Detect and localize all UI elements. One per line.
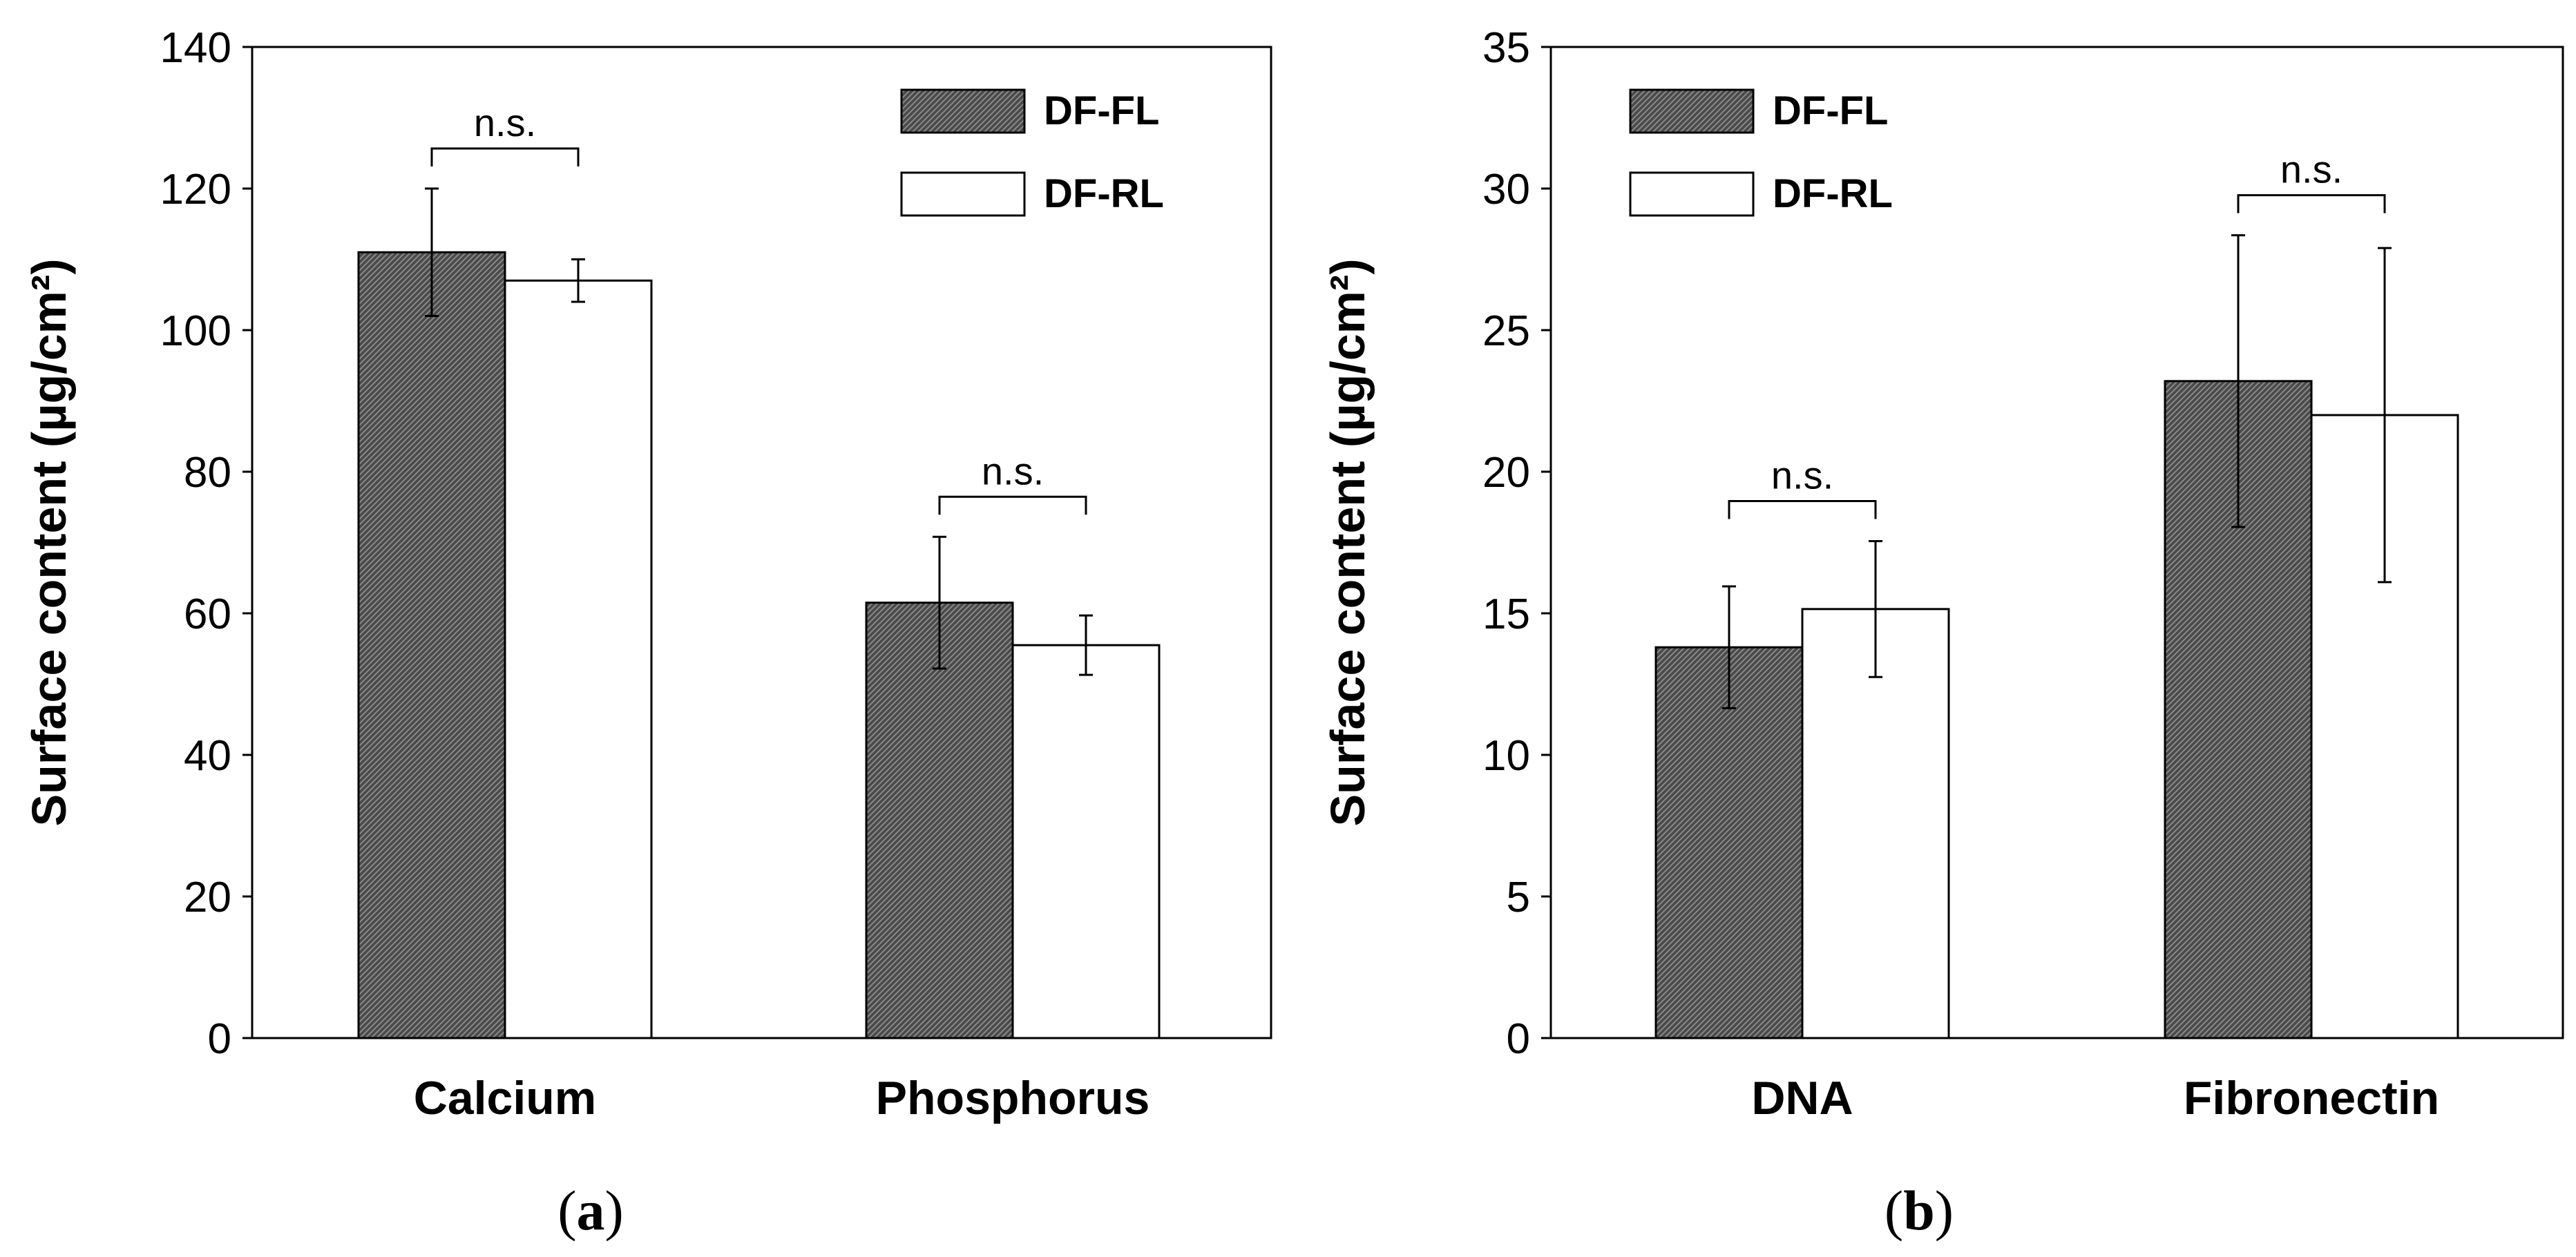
bar-df-rl-dna <box>1801 608 1950 1039</box>
y-tick-label: 0 <box>208 1015 231 1063</box>
legend-swatch-df-fl <box>900 88 1026 134</box>
y-tick-label: 40 <box>184 732 231 780</box>
bar-df-rl-calcium <box>504 279 653 1039</box>
significance-bracket <box>1728 499 1877 519</box>
y-tick-label: 0 <box>1507 1015 1530 1063</box>
significance-bracket <box>430 147 580 166</box>
legend-label-df-rl: DF-RL <box>1773 171 1893 216</box>
significance-bracket <box>2237 194 2386 213</box>
y-tick-label: 5 <box>1507 874 1530 921</box>
y-tick-label: 20 <box>184 874 231 921</box>
significance-label: n.s. <box>982 449 1044 492</box>
bar-df-rl-phosphorus <box>1011 644 1161 1039</box>
x-category-label: Calcium <box>414 1072 597 1124</box>
y-tick-label: 140 <box>160 24 231 72</box>
y-axis-label: Surface content (µg/cm²) <box>22 258 76 826</box>
legend-label-df-fl: DF-FL <box>1044 88 1160 133</box>
y-tick-label: 100 <box>160 307 231 355</box>
x-category-label: DNA <box>1751 1072 1853 1124</box>
legend-swatch-df-fl <box>1629 88 1755 134</box>
legend-label-df-rl: DF-RL <box>1044 171 1164 216</box>
panel-label-b: (b) <box>1885 1179 1954 1242</box>
legend-swatch-df-rl <box>1629 171 1755 217</box>
y-tick-label: 35 <box>1482 24 1530 72</box>
y-tick-label: 10 <box>1482 732 1530 780</box>
y-tick-label: 30 <box>1482 166 1530 213</box>
y-axis-label: Surface content (µg/cm²) <box>1321 258 1375 826</box>
significance-label: n.s. <box>474 101 536 144</box>
panel-label-a-letter: a <box>577 1179 605 1242</box>
y-tick-label: 25 <box>1482 307 1530 355</box>
significance-label: n.s. <box>1771 453 1833 497</box>
legend-label-df-fl: DF-FL <box>1773 88 1889 133</box>
chart-panel-b: 0 5 10 15 20 25 30 35 Surface content (µg/cm²) n.… <box>1321 24 2564 1124</box>
plot-frame <box>251 46 1272 1039</box>
y-tick-label: 120 <box>160 166 231 213</box>
x-category-label: Fibronectin <box>2184 1072 2439 1124</box>
panel-label-a: (a) <box>557 1179 624 1242</box>
chart-panel-a: 0 20 40 60 80 100 120 140 Surface content (µg/cm… <box>22 24 1272 1124</box>
legend-swatch-df-rl <box>900 171 1026 217</box>
x-category-label: Phosphorus <box>876 1072 1150 1124</box>
significance-label: n.s. <box>2280 148 2343 191</box>
y-tick-label: 20 <box>1482 449 1530 497</box>
y-tick-label: 15 <box>1482 591 1530 638</box>
bar-df-fl-calcium <box>357 251 506 1039</box>
y-tick-label: 80 <box>184 449 231 497</box>
bar-df-fl-phosphorus <box>865 602 1014 1039</box>
y-tick-label: 60 <box>184 591 231 638</box>
plot-frame <box>1549 46 2564 1039</box>
panel-label-b-letter: b <box>1903 1179 1935 1242</box>
significance-bracket <box>938 495 1087 515</box>
